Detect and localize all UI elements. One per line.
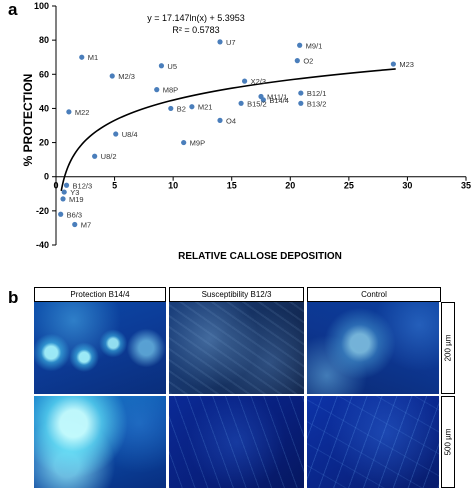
data-point <box>63 182 70 188</box>
micrograph-control-200um <box>307 302 439 394</box>
scatter-chart: -40 -20 0 20 40 60 80 100 0 5 10 15 20 25 30 35 M1 U7 M9/1… <box>21 1 471 262</box>
point-label: M11/1 <box>267 92 287 101</box>
point-label: B12/3 <box>73 181 93 190</box>
scale-label-200um: 200 µm <box>443 334 453 362</box>
point-label: U5 <box>167 62 177 71</box>
data-point <box>390 61 396 67</box>
point-label: M19 <box>69 195 84 204</box>
x-tick-label: 10 <box>168 181 178 191</box>
data-point <box>238 100 244 106</box>
y-tick-label: 60 <box>39 69 49 79</box>
data-point <box>154 87 160 93</box>
x-axis-title: RELATIVE CALLOSE DEPOSITION <box>178 251 342 262</box>
data-point <box>181 139 187 146</box>
point-label: B2 <box>177 104 186 113</box>
y-tick-label: -20 <box>36 206 49 216</box>
x-tick-label: 15 <box>227 181 237 191</box>
data-point <box>113 131 119 137</box>
data-point <box>58 211 64 217</box>
x-tick-label: 20 <box>285 181 295 191</box>
column-header-susceptibility: Susceptibility B12/3 <box>169 287 304 302</box>
x-tick-label: 5 <box>112 181 117 191</box>
point-label: M2/3 <box>118 72 135 81</box>
scale-bar-500um: 500 µm <box>441 396 455 488</box>
point-label: U8/4 <box>122 130 138 139</box>
point-label: Y3 <box>70 188 79 197</box>
micrograph-susceptibility-200um <box>169 302 304 394</box>
y-tick-label: 80 <box>39 35 49 45</box>
point-label: M1 <box>88 53 98 62</box>
data-point <box>60 196 66 202</box>
point-label: U8/2 <box>101 152 117 161</box>
data-point <box>294 58 300 64</box>
trendline <box>60 68 396 192</box>
data-point <box>217 117 223 123</box>
point-label: B15/2 <box>247 99 267 108</box>
point-label: B14/4 <box>269 96 289 105</box>
data-point <box>61 189 67 195</box>
micrograph-control-500um <box>307 396 439 488</box>
data-point <box>242 78 248 84</box>
point-label: M7 <box>81 221 91 230</box>
r-squared: R² = 0.5783 <box>172 25 219 35</box>
data-point <box>109 73 115 79</box>
point-label: M8P <box>163 86 178 95</box>
data-point <box>92 153 98 159</box>
x-tick-label: 35 <box>461 181 471 191</box>
panel-letter-a: a <box>8 0 18 19</box>
point-label: O2 <box>303 57 313 66</box>
y-tick-label: 20 <box>39 138 49 148</box>
scale-bar-200um: 200 µm <box>441 302 455 394</box>
data-point <box>298 100 304 106</box>
point-label: U7 <box>226 38 236 47</box>
y-tick-label: 40 <box>39 103 49 113</box>
y-tick-label: 100 <box>34 1 49 11</box>
x-tick-label: 0 <box>53 181 58 191</box>
data-point <box>260 97 266 103</box>
trendline-equation: y = 17.147ln(x) + 5.3953 <box>147 13 245 23</box>
point-label: M9P <box>190 139 205 148</box>
data-point <box>72 221 78 228</box>
data-point <box>79 54 85 60</box>
data-point <box>189 104 195 110</box>
point-label: M21 <box>198 103 213 112</box>
point-label: M23 <box>399 60 414 69</box>
micrograph-susceptibility-500um <box>169 396 304 488</box>
point-label: M22 <box>75 108 90 117</box>
scale-label-500um: 500 µm <box>443 428 453 456</box>
data-point <box>297 42 303 48</box>
data-point <box>168 105 174 112</box>
column-header-protection: Protection B14/4 <box>34 287 166 302</box>
micrograph-protection-500um <box>34 396 166 488</box>
x-tick-label: 25 <box>344 181 354 191</box>
x-tick-label: 30 <box>402 181 412 191</box>
data-point <box>298 90 304 96</box>
point-label: B12/1 <box>307 89 327 98</box>
y-axis-title: % PROTECTION <box>21 74 35 167</box>
y-tick-label: -40 <box>36 240 49 250</box>
data-point <box>217 39 223 45</box>
micrograph-protection-200um <box>34 302 166 394</box>
point-label: O4 <box>226 116 236 125</box>
panel-letter-b: b <box>8 288 19 307</box>
data-point <box>158 63 165 69</box>
point-label: B13/2 <box>307 99 327 108</box>
data-point <box>66 109 72 115</box>
column-header-control: Control <box>307 287 441 302</box>
point-label: X2/3 <box>251 77 266 86</box>
y-tick-label: 0 <box>44 172 49 182</box>
point-label: M9/1 <box>306 41 323 50</box>
point-label: B6/3 <box>67 210 82 219</box>
